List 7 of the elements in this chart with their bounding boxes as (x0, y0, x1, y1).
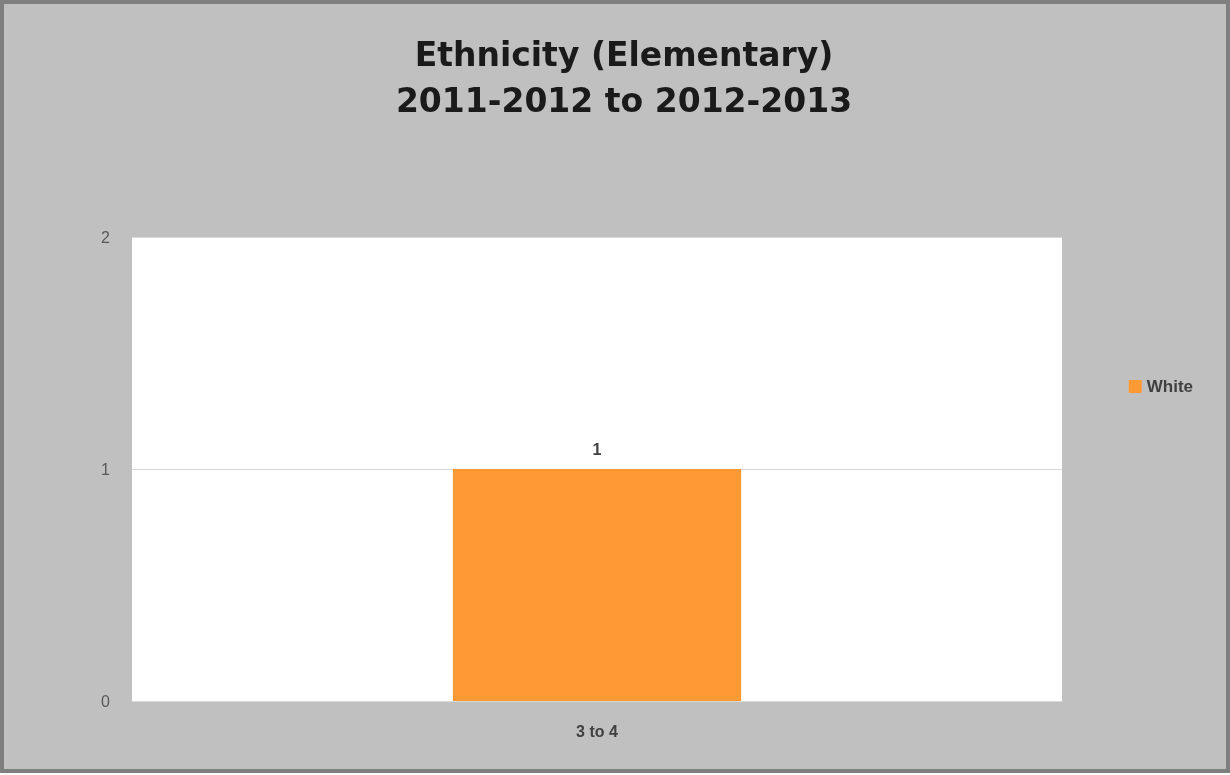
data-label: 1 (592, 440, 602, 458)
x-tick-label: 3 to 4 (576, 722, 618, 740)
y-tick-label: 1 (101, 460, 111, 478)
legend-label: White (1146, 377, 1194, 396)
chart-title: Ethnicity (Elementary) 2011-2012 to 2012-2013 (395, 34, 853, 120)
y-tick-label: 0 (101, 692, 111, 710)
y-tick-label: 2 (101, 228, 111, 246)
